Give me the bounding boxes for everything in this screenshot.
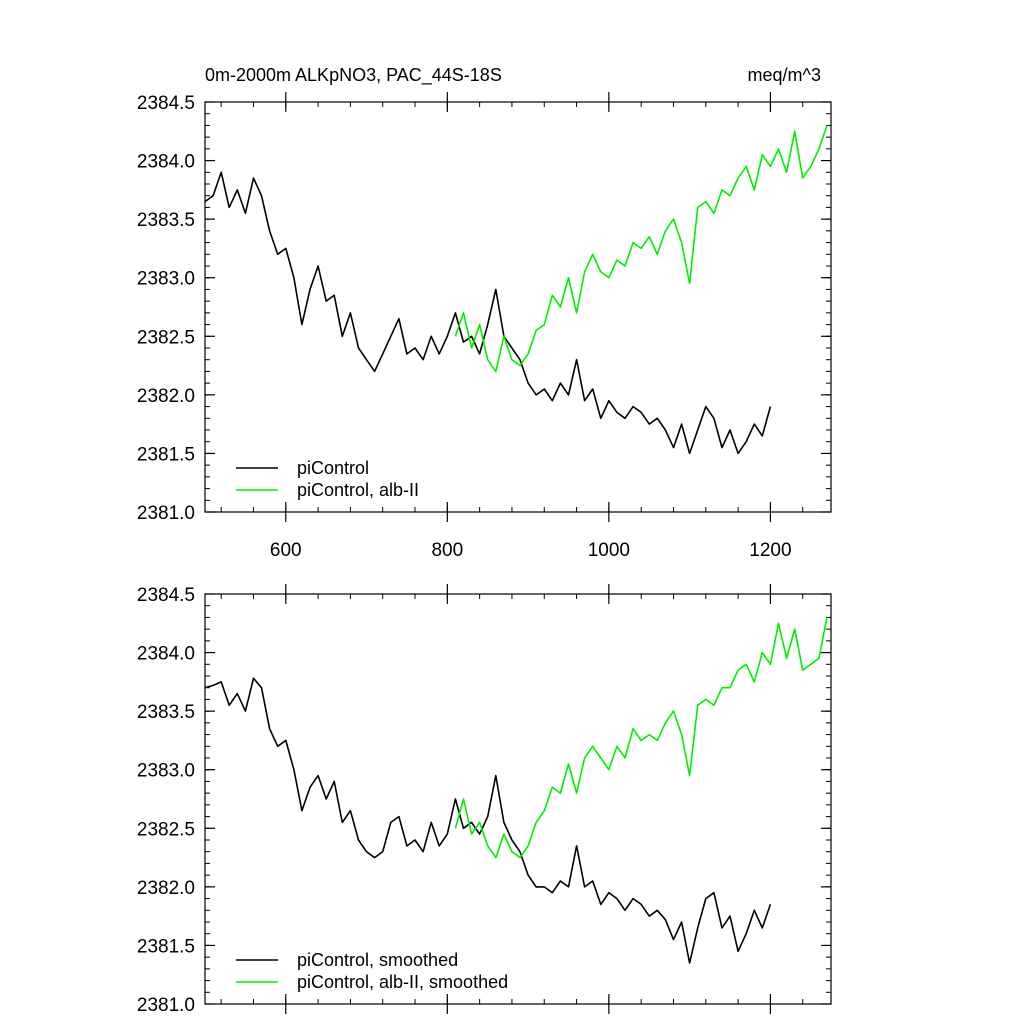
legend-label: piControl, smoothed xyxy=(297,950,458,970)
series-line-0 xyxy=(204,677,772,964)
legend-label: piControl, alb-II, smoothed xyxy=(297,972,508,992)
plot-frame xyxy=(204,101,832,513)
x-tick-label: 600 xyxy=(270,540,302,561)
series-line-1 xyxy=(454,617,828,859)
series-line-0 xyxy=(204,171,772,455)
y-tick-label: 2382.5 xyxy=(137,327,195,348)
y-tick-label: 2383.0 xyxy=(137,761,195,782)
y-tick-label: 2381.0 xyxy=(137,503,195,524)
y-tick-label: 2382.0 xyxy=(137,386,195,407)
plot-frame xyxy=(204,593,832,1005)
y-tick-label: 2382.0 xyxy=(137,878,195,899)
y-tick-label: 2381.5 xyxy=(137,444,195,465)
bottom-panel: 2381.0 2381.5 2382.0 2382.5 2383.0 2383.5 2384… xyxy=(137,584,832,1016)
y-tick-label: 2383.5 xyxy=(137,702,195,723)
top-panel: 2381.0 2381.5 2382.0 2382.5 2383.0 2383.5 2384… xyxy=(137,65,832,561)
x-tick-label: 1200 xyxy=(749,540,791,561)
y-tick-label: 2382.5 xyxy=(137,819,195,840)
y-tick-label: 2384.5 xyxy=(137,585,195,606)
y-tick-label: 2384.0 xyxy=(137,152,195,173)
y-tick-label: 2384.0 xyxy=(137,644,195,665)
y-tick-label: 2383.5 xyxy=(137,210,195,231)
x-tick-label: 1000 xyxy=(588,540,630,561)
x-tick-label: 800 xyxy=(431,540,463,561)
units-label: meq/m^3 xyxy=(748,65,821,85)
y-tick-label: 2383.0 xyxy=(137,269,195,290)
y-tick-label: 2381.0 xyxy=(137,995,195,1016)
y-tick-label: 2384.5 xyxy=(137,93,195,114)
series-line-1 xyxy=(454,125,828,373)
y-tick-label: 2381.5 xyxy=(137,936,195,957)
legend-label: piControl xyxy=(297,458,369,478)
chart-title: 0m-2000m ALKpNO3, PAC_44S-18S xyxy=(205,65,502,86)
legend-label: piControl, alb-II xyxy=(297,480,419,500)
